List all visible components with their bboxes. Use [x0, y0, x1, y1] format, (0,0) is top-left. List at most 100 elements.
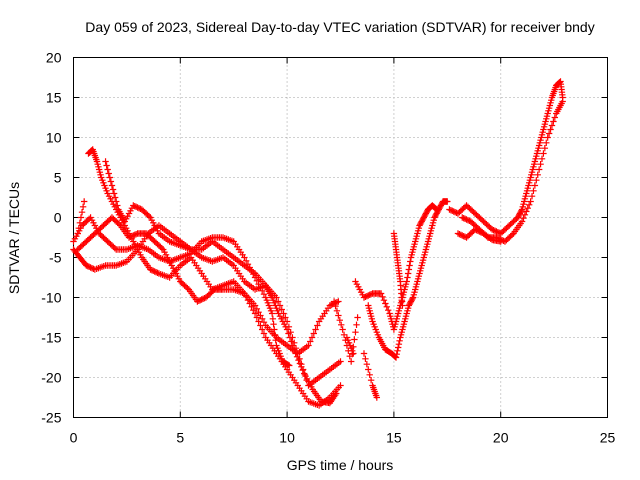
- data-point: [352, 328, 359, 336]
- x-tick-label: 5: [176, 430, 184, 446]
- data-point: [365, 292, 372, 299]
- data-point: [547, 126, 554, 133]
- data-point: [550, 118, 557, 125]
- data-point: [496, 229, 503, 237]
- data-point: [456, 230, 463, 238]
- data-point: [333, 307, 341, 315]
- data-point: [269, 315, 277, 323]
- data-point: [135, 204, 143, 212]
- data-point: [395, 340, 403, 348]
- data-point: [476, 228, 483, 235]
- data-point: [340, 331, 348, 339]
- data-point: [396, 337, 403, 345]
- data-point: [518, 207, 525, 215]
- data-point: [524, 204, 531, 212]
- data-point: [132, 230, 140, 238]
- data-point: [328, 301, 335, 309]
- data-point: [132, 203, 140, 211]
- data-point: [275, 298, 282, 305]
- data-point: [461, 233, 469, 241]
- data-point: [444, 198, 451, 205]
- data-point: [460, 214, 467, 222]
- data-point: [490, 226, 497, 234]
- data-point: [299, 366, 307, 373]
- data-point: [345, 347, 352, 355]
- data-point: [473, 226, 480, 234]
- data-point: [533, 176, 540, 184]
- data-point: [508, 231, 516, 239]
- data-point: [303, 376, 310, 384]
- data-point: [405, 266, 413, 273]
- data-point: [382, 300, 389, 307]
- data-point: [363, 360, 371, 368]
- data-point: [268, 310, 276, 317]
- data-point: [366, 291, 373, 299]
- data-point: [535, 166, 543, 173]
- data-point: [353, 321, 360, 329]
- data-point: [332, 302, 339, 310]
- data-point: [113, 198, 120, 205]
- data-point: [360, 294, 368, 301]
- data-point: [154, 269, 161, 277]
- data-point: [559, 98, 566, 105]
- data-point: [278, 306, 285, 313]
- x-tick-label: 0: [70, 430, 78, 446]
- data-point: [461, 215, 469, 223]
- data-point: [78, 208, 86, 216]
- data-point: [111, 194, 119, 201]
- data-point: [83, 262, 90, 269]
- data-point: [336, 316, 343, 324]
- data-point: [337, 382, 344, 389]
- data-point: [497, 238, 504, 245]
- data-point: [250, 306, 257, 314]
- y-tick-label: -25: [41, 410, 61, 426]
- data-point: [280, 310, 287, 317]
- data-point: [307, 338, 314, 345]
- data-point: [131, 231, 138, 239]
- data-point: [432, 205, 440, 213]
- data-point: [394, 344, 402, 351]
- data-point: [338, 321, 345, 329]
- data-point: [521, 211, 529, 219]
- data-point: [528, 192, 536, 200]
- data-point: [399, 302, 406, 309]
- data-point: [333, 298, 341, 306]
- data-point: [459, 232, 466, 239]
- data-point: [518, 218, 526, 225]
- data-point: [195, 297, 203, 305]
- data-point: [288, 338, 295, 345]
- data-point: [253, 305, 261, 313]
- data-point: [198, 296, 205, 303]
- data-point: [383, 303, 390, 311]
- data-point: [310, 330, 317, 337]
- data-points: [70, 78, 566, 409]
- data-point: [342, 336, 349, 344]
- data-point: [184, 284, 191, 292]
- data-point: [77, 214, 85, 221]
- data-point: [111, 244, 118, 252]
- data-point: [295, 356, 302, 364]
- data-point: [347, 358, 355, 365]
- data-point: [151, 268, 158, 275]
- data-point: [380, 296, 388, 304]
- data-point: [145, 212, 153, 220]
- data-point: [84, 262, 91, 270]
- data-point: [257, 312, 264, 319]
- data-point: [258, 315, 266, 323]
- y-tick-label: -10: [41, 290, 61, 306]
- data-point: [74, 230, 81, 237]
- data-point: [545, 130, 553, 137]
- data-point: [449, 207, 456, 215]
- y-tick-label: -20: [41, 370, 61, 386]
- data-point: [530, 187, 537, 195]
- data-point: [488, 226, 496, 233]
- data-point: [404, 270, 412, 277]
- data-point: [197, 296, 204, 304]
- data-point: [523, 208, 530, 215]
- data-point: [330, 298, 338, 305]
- data-point: [367, 376, 375, 384]
- data-point: [406, 262, 413, 269]
- data-point: [276, 302, 284, 309]
- data-point: [360, 350, 368, 357]
- data-point: [326, 302, 334, 309]
